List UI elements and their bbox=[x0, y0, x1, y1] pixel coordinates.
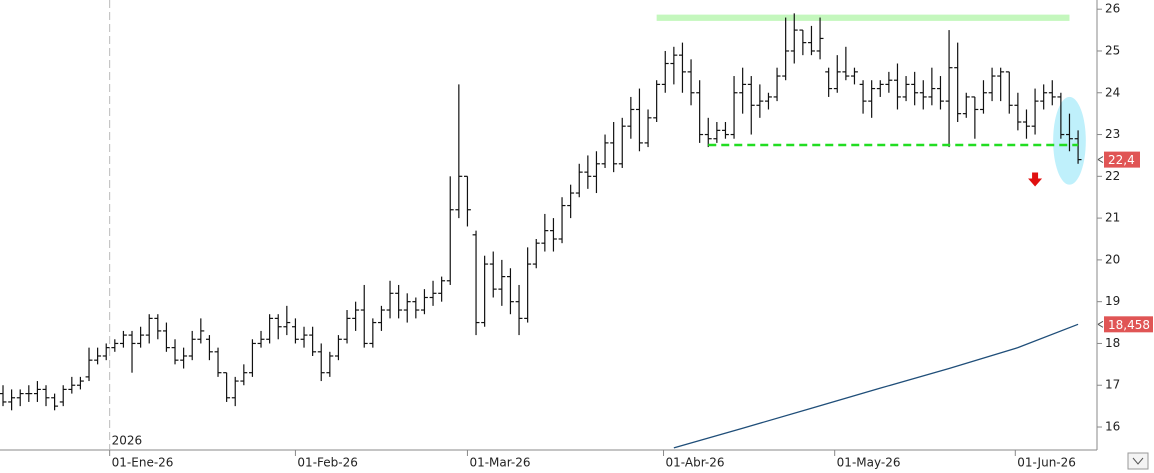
price-label-box bbox=[1104, 151, 1140, 168]
y-tick-label: 23 bbox=[1105, 127, 1120, 141]
settings-button[interactable] bbox=[1127, 452, 1149, 470]
price-label: 22,4 bbox=[1108, 153, 1135, 167]
resistance-band bbox=[656, 14, 1070, 21]
y-tick-label: 17 bbox=[1105, 378, 1120, 392]
price-label-box bbox=[1104, 316, 1153, 333]
y-tick-label: 19 bbox=[1105, 294, 1120, 308]
year-label: 2026 bbox=[112, 434, 143, 448]
x-tick-label: 01-Abr-26 bbox=[666, 456, 725, 470]
x-tick-label: 01-Jun-26 bbox=[1017, 456, 1076, 470]
x-tick-label: 01-Mar-26 bbox=[469, 456, 530, 470]
down-arrow bbox=[1028, 172, 1043, 187]
y-tick-label: 20 bbox=[1105, 252, 1120, 266]
x-tick-label: 01-Ene-26 bbox=[112, 456, 174, 470]
y-tick-label: 21 bbox=[1105, 211, 1120, 225]
x-tick-label: 01-May-26 bbox=[837, 456, 901, 470]
y-tick-label: 24 bbox=[1105, 85, 1120, 99]
x-tick-label: 01-Feb-26 bbox=[297, 456, 357, 470]
y-tick-label: 26 bbox=[1105, 2, 1120, 16]
moving-average bbox=[673, 323, 1079, 449]
y-tick-label: 25 bbox=[1105, 43, 1120, 57]
y-tick-label: 18 bbox=[1105, 336, 1120, 350]
y-tick-label: 22 bbox=[1105, 169, 1120, 183]
price-pointer bbox=[1097, 320, 1104, 328]
price-label: 18,458 bbox=[1108, 318, 1150, 332]
price-pointer bbox=[1097, 156, 1104, 164]
y-tick-label: 16 bbox=[1105, 420, 1120, 434]
settings-icon bbox=[1132, 457, 1144, 465]
